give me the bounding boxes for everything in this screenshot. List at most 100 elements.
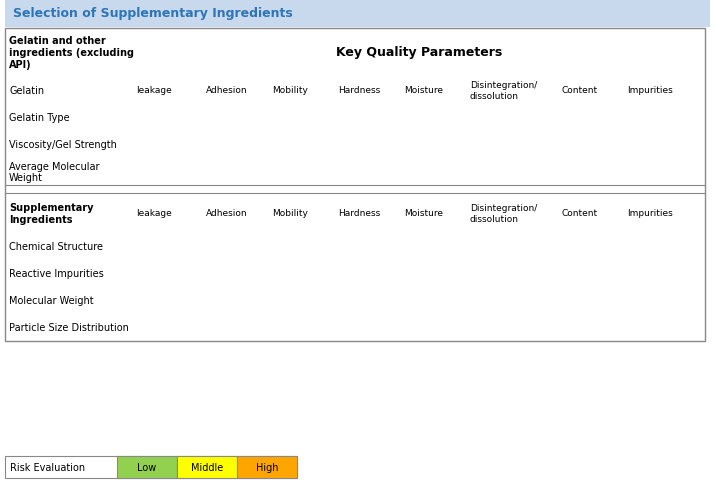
Bar <box>467 234 558 261</box>
Text: Disintegration/
dissolution: Disintegration/ dissolution <box>470 81 537 101</box>
Bar <box>335 194 401 234</box>
Bar <box>5 185 705 194</box>
Bar <box>269 194 335 234</box>
Text: Adhesion: Adhesion <box>206 209 247 218</box>
Bar <box>624 234 705 261</box>
Bar <box>624 77 705 105</box>
Bar <box>335 105 401 132</box>
Bar <box>624 314 705 341</box>
Bar <box>335 77 401 105</box>
Bar <box>401 261 467 287</box>
Bar <box>558 314 624 341</box>
Bar <box>401 287 467 314</box>
Text: Key Quality Parameters: Key Quality Parameters <box>336 46 502 60</box>
Text: Content: Content <box>561 86 597 95</box>
Text: Adhesion: Adhesion <box>206 86 247 95</box>
Bar <box>624 194 705 234</box>
Bar <box>203 105 269 132</box>
Bar <box>203 194 269 234</box>
Bar <box>401 234 467 261</box>
Text: Hardness: Hardness <box>338 209 380 218</box>
Bar <box>133 194 203 234</box>
Bar <box>5 29 705 341</box>
Bar <box>5 456 297 478</box>
Bar <box>401 194 467 234</box>
Text: Middle: Middle <box>191 462 223 472</box>
Bar <box>558 159 624 185</box>
Bar <box>624 261 705 287</box>
Text: Gelatin and other
ingredients (excluding
API): Gelatin and other ingredients (excluding… <box>9 36 134 70</box>
Bar <box>269 132 335 159</box>
Bar <box>203 132 269 159</box>
Text: Mobility: Mobility <box>272 86 308 95</box>
Bar <box>467 132 558 159</box>
Bar <box>133 77 203 105</box>
Bar <box>558 105 624 132</box>
Bar <box>269 159 335 185</box>
Bar <box>203 77 269 105</box>
Bar <box>335 261 401 287</box>
Bar <box>335 159 401 185</box>
Bar <box>5 314 133 341</box>
Bar <box>133 314 203 341</box>
Text: Viscosity/Gel Strength: Viscosity/Gel Strength <box>9 140 117 150</box>
Bar <box>335 132 401 159</box>
Bar <box>133 261 203 287</box>
Bar <box>5 132 133 159</box>
Bar <box>467 159 558 185</box>
Bar <box>558 194 624 234</box>
Bar <box>335 287 401 314</box>
Bar <box>624 132 705 159</box>
Text: Moisture: Moisture <box>404 86 443 95</box>
Bar <box>467 105 558 132</box>
Bar <box>5 159 133 185</box>
Text: Particle Size Distribution: Particle Size Distribution <box>9 323 129 333</box>
Text: Gelatin Type: Gelatin Type <box>9 113 69 123</box>
Bar <box>401 132 467 159</box>
Bar <box>269 314 335 341</box>
Bar <box>5 29 133 77</box>
Text: Impurities: Impurities <box>627 86 673 95</box>
Bar <box>558 234 624 261</box>
Bar <box>133 159 203 185</box>
Text: Content: Content <box>561 209 597 218</box>
Text: Risk Evaluation: Risk Evaluation <box>10 462 85 472</box>
Text: High: High <box>256 462 278 472</box>
Text: Average Molecular
Weight: Average Molecular Weight <box>9 162 99 183</box>
Bar <box>624 105 705 132</box>
Bar <box>558 132 624 159</box>
Bar <box>5 261 133 287</box>
Text: Molecular Weight: Molecular Weight <box>9 296 94 306</box>
Text: Chemical Structure: Chemical Structure <box>9 242 103 252</box>
Text: Moisture: Moisture <box>404 209 443 218</box>
Bar <box>401 159 467 185</box>
Text: Selection of Supplementary Ingredients: Selection of Supplementary Ingredients <box>13 7 292 20</box>
Bar <box>467 77 558 105</box>
Bar <box>117 456 177 478</box>
Bar <box>335 314 401 341</box>
Bar <box>5 287 133 314</box>
Bar <box>5 105 133 132</box>
Bar <box>203 261 269 287</box>
Bar <box>5 194 133 234</box>
Bar <box>467 314 558 341</box>
Text: leakage: leakage <box>136 86 172 95</box>
Bar <box>401 314 467 341</box>
Text: Gelatin: Gelatin <box>9 86 44 96</box>
Bar <box>133 105 203 132</box>
Bar <box>467 287 558 314</box>
Text: Disintegration/
dissolution: Disintegration/ dissolution <box>470 204 537 223</box>
Bar <box>177 456 237 478</box>
Bar <box>203 159 269 185</box>
Bar <box>133 287 203 314</box>
Bar <box>624 159 705 185</box>
Bar <box>269 234 335 261</box>
Bar <box>133 29 705 77</box>
Bar <box>203 234 269 261</box>
Text: leakage: leakage <box>136 209 172 218</box>
Bar <box>624 287 705 314</box>
Bar <box>467 194 558 234</box>
Text: Mobility: Mobility <box>272 209 308 218</box>
Bar <box>401 77 467 105</box>
Bar <box>558 77 624 105</box>
